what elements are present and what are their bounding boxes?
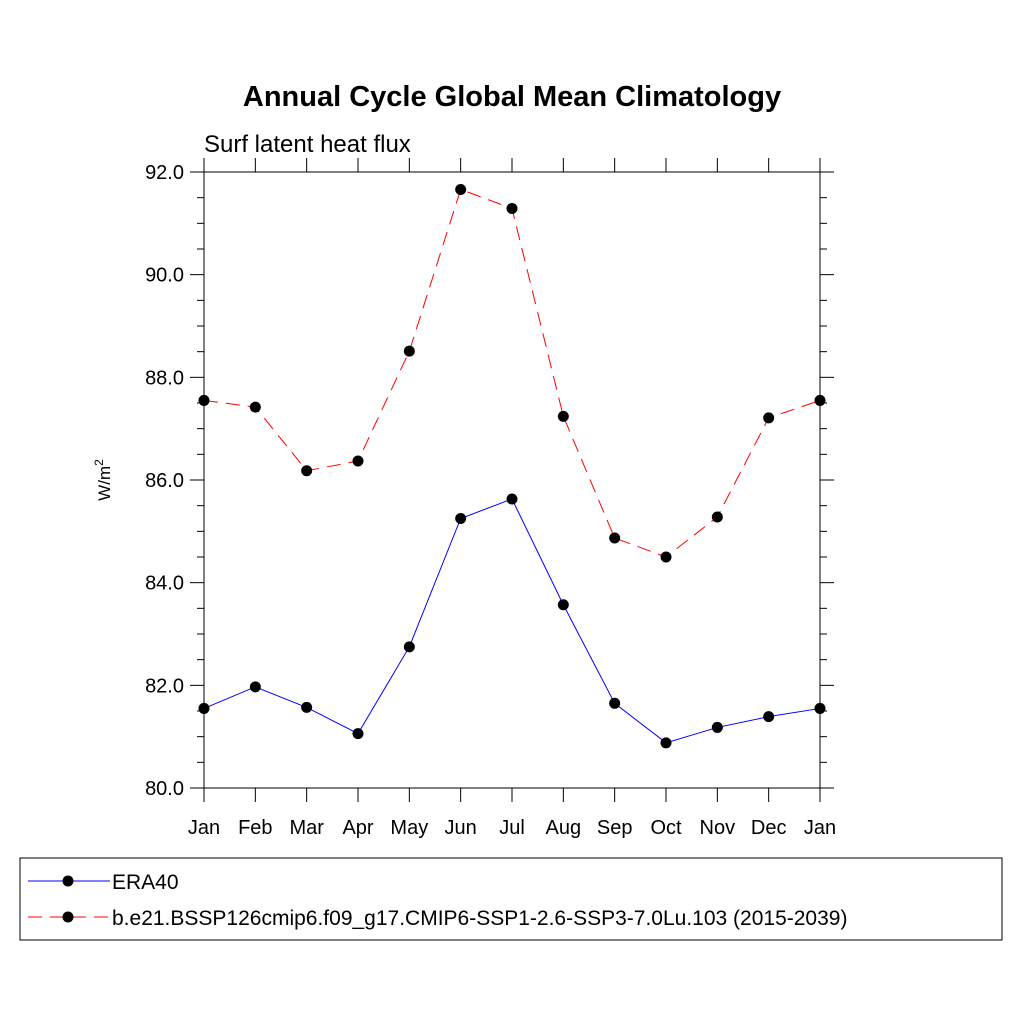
plot-frame	[203, 171, 821, 789]
series-1-point	[609, 532, 621, 544]
series-1-point	[455, 183, 467, 195]
x-tick-labels: Jan Feb Mar Apr May Jun Jul Aug Sep Oct Nov Dec Jan	[188, 817, 836, 839]
series-1-point	[301, 465, 313, 477]
series-0-point	[506, 493, 518, 505]
y-axis-label: W/m2	[92, 459, 114, 501]
y-tick-label: 80.0	[145, 778, 184, 800]
x-tick-label: Feb	[238, 817, 272, 839]
y-tick-label: 84.0	[145, 573, 184, 595]
x-tick-label: Sep	[597, 817, 633, 839]
series-layer	[198, 183, 826, 749]
series-line-0	[203, 498, 821, 744]
series-1-point	[711, 511, 723, 523]
y-tick-label: 88.0	[145, 367, 184, 389]
legend-marker-1	[62, 911, 74, 923]
series-0-point	[814, 702, 826, 714]
series-1-point	[249, 401, 261, 413]
series-0-point	[198, 702, 210, 714]
svg-text:W/m2: W/m2	[92, 459, 114, 501]
legend-marker-0	[62, 875, 74, 887]
x-tick-label: Dec	[751, 817, 787, 839]
x-tick-label: Jun	[445, 817, 477, 839]
series-0-point	[352, 728, 364, 740]
x-tick-label: May	[390, 817, 428, 839]
x-tick-label: Jul	[499, 817, 525, 839]
series-1-point	[763, 412, 775, 424]
series-1-point	[198, 394, 210, 406]
x-tick-label: Jan	[804, 817, 836, 839]
axis-ticks	[190, 158, 834, 802]
series-0-point	[609, 697, 621, 709]
chart-subtitle: Surf latent heat flux	[204, 131, 411, 158]
series-0-point	[403, 641, 415, 653]
legend-label-1: b.e21.BSSP126cmip6.f09_g17.CMIP6-SSP1-2.…	[112, 907, 847, 930]
y-tick-label: 86.0	[145, 470, 184, 492]
series-1-point	[814, 394, 826, 406]
series-1-point	[352, 455, 364, 467]
x-tick-label: Apr	[342, 817, 373, 839]
series-1-point	[506, 202, 518, 214]
y-axis-label-sup: 2	[92, 459, 106, 466]
y-tick-label: 92.0	[145, 162, 184, 184]
x-tick-label: Jan	[188, 817, 220, 839]
series-0-point	[557, 599, 569, 611]
legend-box	[19, 857, 1003, 941]
y-tick-label: 82.0	[145, 675, 184, 697]
legend-label-0: ERA40	[112, 871, 179, 894]
x-tick-label: Mar	[289, 817, 324, 839]
series-0-point	[301, 701, 313, 713]
series-1-point	[660, 551, 672, 563]
series-0-point	[711, 721, 723, 733]
series-1-point	[557, 410, 569, 422]
x-tick-label: Aug	[546, 817, 582, 839]
x-tick-label: Oct	[650, 817, 682, 839]
y-tick-labels: 80.0 82.0 84.0 86.0 88.0 90.0 92.0	[145, 162, 184, 800]
series-0-point	[455, 513, 467, 524]
series-0-point	[660, 737, 672, 749]
legend: ERA40 b.e21.BSSP126cmip6.f09_g17.CMIP6-SS…	[19, 857, 1003, 941]
series-0-point	[249, 681, 261, 693]
y-axis-label-base: W/m	[95, 466, 114, 501]
series-1-point	[403, 345, 415, 357]
x-tick-label: Nov	[700, 817, 736, 839]
series-0-point	[763, 711, 775, 723]
y-tick-label: 90.0	[145, 265, 184, 287]
chart-title: Annual Cycle Global Mean Climatology	[243, 81, 781, 113]
